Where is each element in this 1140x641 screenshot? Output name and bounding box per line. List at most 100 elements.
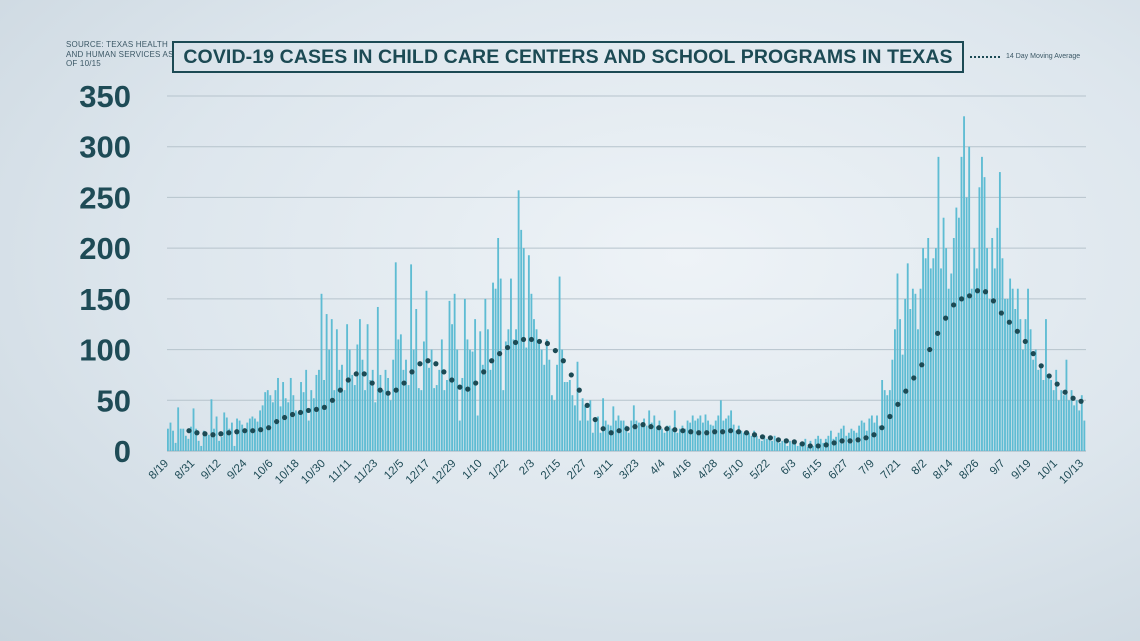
average-dot	[457, 384, 463, 390]
average-dot	[433, 361, 439, 367]
bar	[719, 400, 722, 451]
average-dot	[895, 401, 901, 407]
bar	[443, 390, 446, 451]
x-tick-label: 8/26	[957, 458, 981, 482]
bar	[440, 339, 443, 451]
bar	[650, 422, 653, 451]
bar	[981, 156, 983, 452]
average-dot	[998, 310, 1005, 316]
bar	[630, 420, 633, 451]
average-dot	[1070, 395, 1076, 401]
bar	[320, 293, 323, 451]
bar	[1078, 410, 1081, 451]
bar	[768, 438, 771, 451]
bar	[202, 430, 205, 451]
bar	[737, 425, 740, 451]
average-dot	[791, 439, 797, 445]
bar	[940, 268, 942, 451]
average-dot	[584, 402, 590, 408]
average-dot	[560, 358, 566, 364]
bar	[397, 339, 400, 451]
bar	[233, 445, 236, 451]
bar	[894, 329, 896, 451]
average-dot	[528, 336, 535, 343]
bar	[1080, 395, 1083, 451]
bar	[553, 400, 556, 451]
average-dot	[1014, 328, 1020, 334]
bar	[799, 442, 802, 451]
bar	[312, 398, 315, 451]
bar	[497, 238, 500, 451]
average-dot	[210, 432, 216, 438]
average-dot	[489, 358, 495, 364]
bar	[617, 415, 620, 451]
x-tick-label: 5/22	[748, 458, 772, 482]
bar	[919, 288, 922, 451]
average-dot	[417, 361, 423, 367]
average-dot	[783, 438, 789, 444]
average-dot	[202, 431, 208, 437]
average-dot	[409, 369, 415, 375]
bar	[773, 435, 776, 451]
bar	[279, 406, 282, 451]
bar	[353, 385, 356, 451]
bar	[533, 319, 535, 451]
average-dot	[911, 375, 917, 381]
bar	[167, 428, 169, 451]
average-dot	[361, 371, 367, 377]
bar	[571, 395, 574, 451]
average-dot	[616, 428, 622, 434]
x-tick-label: 11/11	[326, 458, 354, 486]
bar	[435, 385, 438, 451]
bar	[364, 390, 366, 451]
average-dot	[863, 435, 869, 441]
bar	[671, 428, 674, 451]
legend-label: 14 Day Moving Average	[1006, 53, 1081, 60]
bar	[735, 430, 738, 451]
average-dot	[799, 441, 805, 447]
average-dot	[313, 406, 320, 413]
bar	[814, 438, 817, 451]
bar	[753, 430, 756, 451]
bar	[318, 369, 320, 451]
average-dot	[974, 288, 981, 294]
bar	[1009, 278, 1012, 451]
bar	[1050, 380, 1052, 451]
average-dot	[281, 414, 288, 421]
bar	[1022, 349, 1024, 451]
average-dot	[943, 315, 949, 321]
bar	[668, 425, 671, 451]
bar	[466, 339, 469, 451]
bar	[254, 418, 256, 451]
bar	[860, 420, 863, 451]
average-dot	[250, 428, 256, 434]
bar	[865, 430, 868, 451]
average-dot	[1054, 381, 1060, 387]
average-dot	[242, 428, 248, 434]
bar	[783, 438, 786, 451]
bar	[781, 440, 784, 451]
bar	[471, 351, 474, 451]
average-dot	[624, 426, 630, 432]
average-dot	[473, 380, 479, 386]
bar	[510, 278, 512, 451]
average-dot	[258, 427, 264, 433]
average-dot	[345, 377, 351, 383]
bar	[1065, 359, 1068, 451]
average-dot	[600, 426, 606, 432]
bar	[384, 369, 387, 451]
average-dot	[401, 380, 407, 386]
x-tick-label: 9/7	[988, 458, 1008, 478]
average-dot	[759, 434, 766, 440]
bar	[361, 359, 364, 451]
bar	[415, 309, 418, 451]
bar	[182, 428, 185, 451]
average-dot	[266, 425, 272, 431]
average-dot	[297, 409, 304, 416]
bar	[742, 432, 745, 451]
bar	[597, 416, 599, 451]
bar	[801, 444, 804, 451]
average-dot	[879, 425, 885, 431]
average-dot	[664, 426, 670, 432]
